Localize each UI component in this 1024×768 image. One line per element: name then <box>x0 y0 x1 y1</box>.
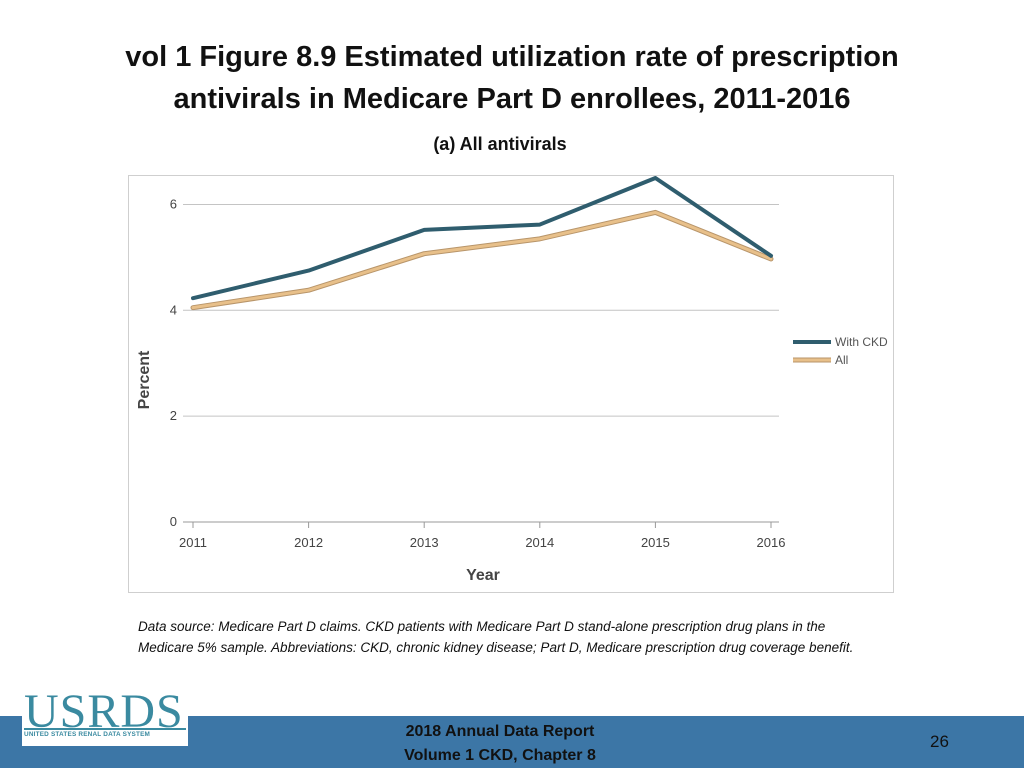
y-tick-label: 0 <box>170 514 177 529</box>
series-line-all <box>191 210 773 310</box>
x-tick-label: 2014 <box>525 535 554 550</box>
x-axis-title: Year <box>466 567 500 584</box>
logo-subtext: UNITED STATES RENAL DATA SYSTEM <box>24 731 151 738</box>
chart-frame: 0 2 4 6 2011 2012 2013 2014 2015 2016 With CKD All… <box>128 175 894 593</box>
y-tick-label: 6 <box>170 196 177 211</box>
page-number: 26 <box>930 732 949 751</box>
series-line-with-ckd <box>191 176 773 301</box>
usrds-logo: USRDS UNITED STATES RENAL DATA SYSTEM <box>22 686 188 746</box>
x-tick-label: 2015 <box>641 535 670 550</box>
y-tick-label: 2 <box>170 408 177 423</box>
legend: With CKD All <box>793 335 888 367</box>
y-tick-label: 4 <box>170 302 177 317</box>
slide-title-line-1: vol 1 Figure 8.9 Estimated utilization r… <box>125 41 899 73</box>
x-tick-label: 2012 <box>294 535 323 550</box>
x-tick-label: 2011 <box>179 535 207 550</box>
grid-layer <box>183 203 779 523</box>
x-tick-label: 2016 <box>757 535 786 550</box>
legend-label: With CKD <box>835 335 888 349</box>
x-tick-label: 2013 <box>410 535 439 550</box>
axis-layer: 0 2 4 6 2011 2012 2013 2014 2015 2016 <box>170 196 786 550</box>
legend-label: All <box>835 353 848 367</box>
slide-title-line-2: antivirals in Medicare Part D enrollees,… <box>173 83 851 115</box>
series-layer <box>190 176 774 311</box>
logo-rule <box>24 728 186 730</box>
data-source-note: Data source: Medicare Part D claims. CKD… <box>138 619 854 655</box>
report-line-1: 2018 Annual Data Report <box>405 723 595 740</box>
chart-subtitle: (a) All antivirals <box>433 134 567 154</box>
report-label: 2018 Annual Data Report Volume 1 CKD, Ch… <box>370 720 630 768</box>
y-axis-title: Percent <box>136 350 153 409</box>
line-chart: 0 2 4 6 2011 2012 2013 2014 2015 2016 With CKD All… <box>136 176 888 584</box>
slide-title: vol 1 Figure 8.9 Estimated utilization r… <box>60 36 964 120</box>
report-line-2: Volume 1 CKD, Chapter 8 <box>404 747 596 764</box>
